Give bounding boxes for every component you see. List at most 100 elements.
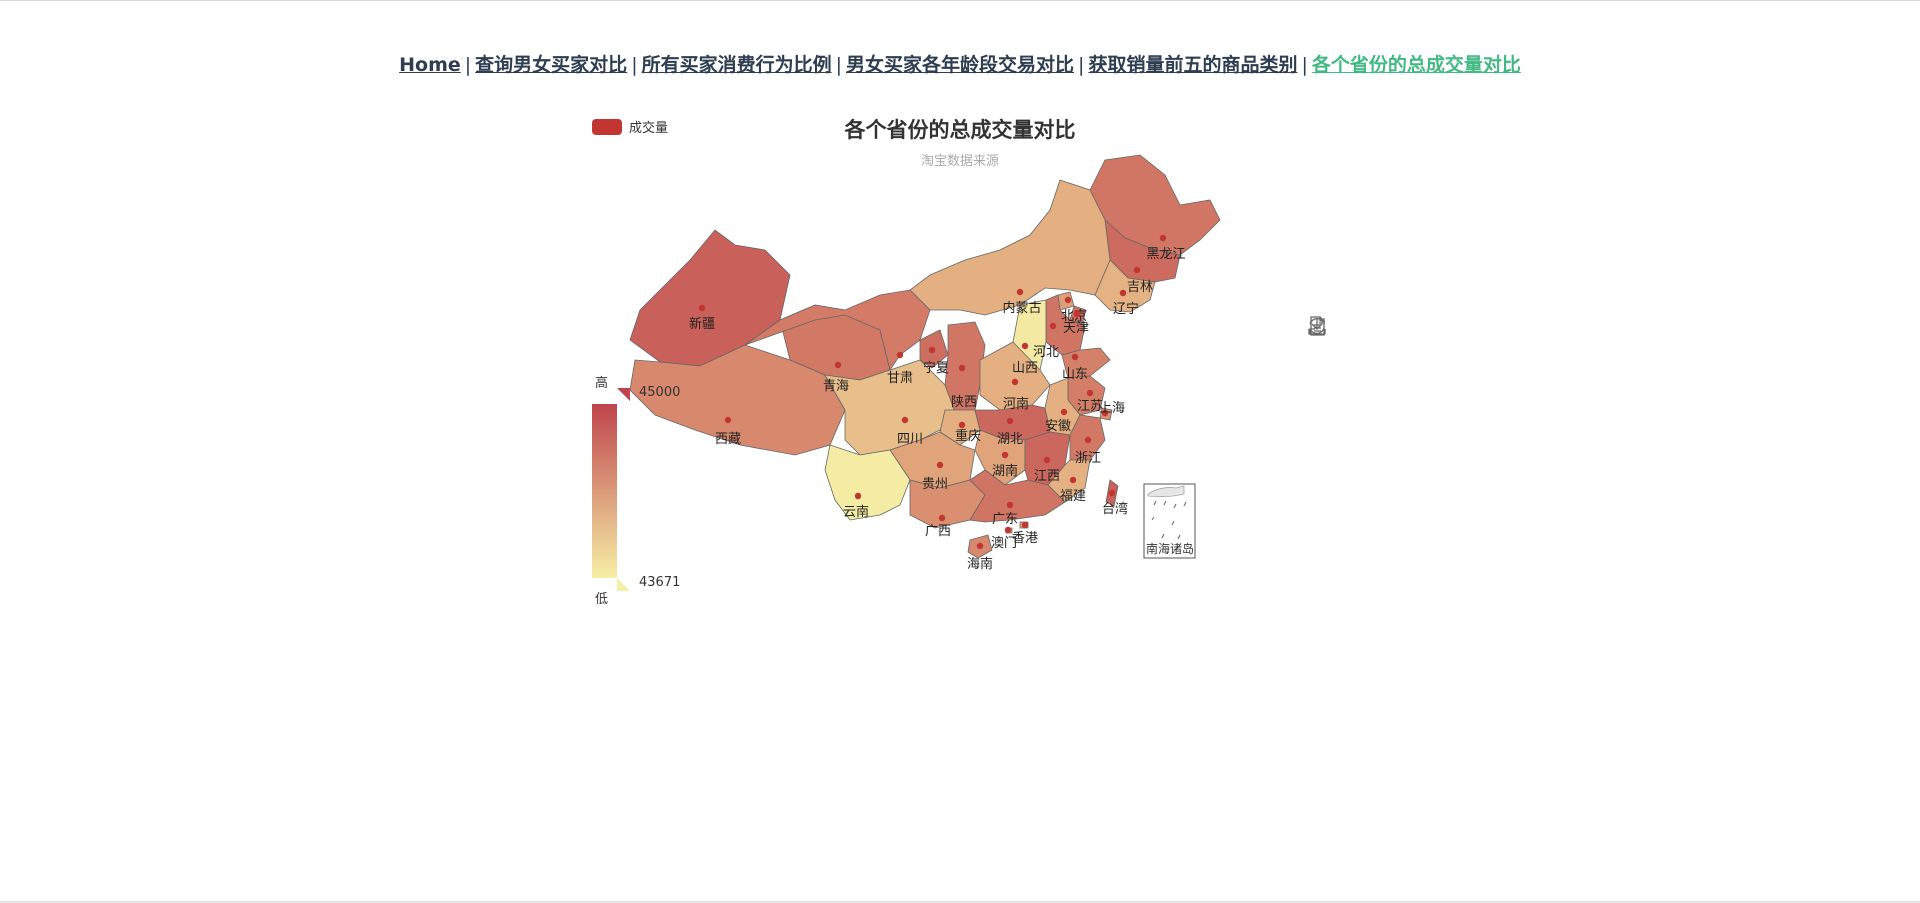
region-label: 江西 xyxy=(1034,469,1060,484)
map-region[interactable] xyxy=(1045,294,1086,356)
nav-separator: | xyxy=(1301,54,1308,76)
region-label: 内蒙古 xyxy=(1002,300,1041,316)
region-label: 澳门 xyxy=(991,535,1017,551)
save-as-image-icon[interactable] xyxy=(1306,315,1328,337)
region-label: 福建 xyxy=(1060,489,1086,504)
nav-link-province-volume[interactable]: 各个省份的总成交量对比 xyxy=(1311,54,1521,76)
map-marker[interactable] xyxy=(1060,408,1068,416)
nav-link-gender-compare[interactable]: 查询男女买家对比 xyxy=(475,54,628,76)
chart-legend[interactable]: 成交量 xyxy=(592,117,668,136)
map-marker[interactable] xyxy=(896,351,904,359)
map-marker[interactable] xyxy=(1133,266,1141,274)
region-label: 天津 xyxy=(1063,321,1089,336)
map-region[interactable] xyxy=(909,179,1111,316)
region-label: 辽宁 xyxy=(1113,301,1139,317)
map-marker[interactable] xyxy=(1108,489,1116,497)
map-region[interactable] xyxy=(629,229,791,367)
region-label: 吉林 xyxy=(1127,280,1153,295)
region-label: 安徽 xyxy=(1045,419,1071,434)
region-label: 上海 xyxy=(1099,401,1125,416)
region-label: 河南 xyxy=(1003,396,1029,412)
map-marker[interactable] xyxy=(936,461,944,469)
map-marker[interactable] xyxy=(1084,436,1092,444)
map-region[interactable] xyxy=(939,409,981,446)
nav-link-home[interactable]: Home xyxy=(399,54,461,76)
map-marker[interactable] xyxy=(901,416,909,424)
top-rule xyxy=(0,0,1920,1)
map-marker[interactable] xyxy=(1064,296,1072,304)
visual-map xyxy=(592,388,630,591)
south-sea-inset: 南海诸岛 xyxy=(1143,483,1196,559)
visual-map-min-value: 43671 xyxy=(639,575,681,590)
nav-link-behavior-ratio[interactable]: 所有买家消费行为比例 xyxy=(641,54,832,76)
map-marker[interactable] xyxy=(1101,409,1109,417)
map-region[interactable] xyxy=(744,289,931,371)
region-label: 北京 xyxy=(1061,309,1087,324)
map-marker[interactable] xyxy=(1016,288,1024,296)
nav-link-top5-categories[interactable]: 获取销量前五的商品类别 xyxy=(1088,54,1298,76)
nav-separator: | xyxy=(835,54,843,76)
map-marker[interactable] xyxy=(698,304,706,312)
region-label: 湖北 xyxy=(997,432,1023,447)
map-marker[interactable] xyxy=(958,364,966,372)
region-label: 台湾 xyxy=(1102,501,1128,517)
map-marker[interactable] xyxy=(1159,234,1167,242)
map-region[interactable] xyxy=(1094,259,1156,313)
map-marker[interactable] xyxy=(1071,353,1079,361)
regions-layer xyxy=(629,154,1221,559)
visual-map-low-handle[interactable] xyxy=(617,578,630,591)
region-label: 重庆 xyxy=(955,428,981,444)
map-marker[interactable] xyxy=(1073,310,1081,318)
region-label: 四川 xyxy=(897,432,923,447)
map-region[interactable] xyxy=(974,429,1026,486)
map-marker[interactable] xyxy=(1043,456,1051,464)
map-region[interactable] xyxy=(824,359,956,456)
map-marker[interactable] xyxy=(1021,342,1029,350)
chart-title: 各个省份的总成交量对比 xyxy=(844,118,1076,142)
map-marker[interactable] xyxy=(1049,322,1057,330)
legend-swatch xyxy=(592,118,622,135)
map-region[interactable] xyxy=(979,341,1051,411)
map-marker[interactable] xyxy=(976,542,984,550)
nav-separator: | xyxy=(464,54,472,76)
map-marker[interactable] xyxy=(1069,476,1077,484)
map-region[interactable] xyxy=(629,344,846,456)
map-marker[interactable] xyxy=(724,416,732,424)
nav-separator: | xyxy=(1078,54,1085,76)
region-label: 山西 xyxy=(1012,361,1038,376)
region-label: 江苏 xyxy=(1077,398,1103,414)
region-label: 新疆 xyxy=(689,316,715,332)
map-marker[interactable] xyxy=(938,514,946,522)
map-marker[interactable] xyxy=(1001,451,1009,459)
map-marker[interactable] xyxy=(958,421,966,429)
map-region[interactable] xyxy=(969,469,1066,523)
map-region[interactable] xyxy=(824,444,911,521)
map-marker[interactable] xyxy=(1006,417,1014,425)
visual-map-high-handle[interactable] xyxy=(617,388,630,401)
inset-label: 南海诸岛 xyxy=(1146,541,1194,556)
region-label: 贵州 xyxy=(922,477,948,492)
nav-link-age-compare[interactable]: 男女买家各年龄段交易对比 xyxy=(846,54,1075,76)
map-marker[interactable] xyxy=(834,361,842,369)
region-label: 西藏 xyxy=(715,432,741,447)
region-label: 黑龙江 xyxy=(1146,247,1185,262)
map-marker[interactable] xyxy=(928,346,936,354)
bottom-rule xyxy=(0,901,1920,903)
visual-map-bar[interactable] xyxy=(592,404,617,578)
region-label: 山东 xyxy=(1062,367,1088,382)
region-label: 宁夏 xyxy=(923,360,949,376)
map-marker[interactable] xyxy=(1086,389,1094,397)
top-nav: Home | 查询男女买家对比 | 所有买家消费行为比例 | 男女买家各年龄段交易对比 | 获取… xyxy=(0,50,1920,77)
region-label: 香港 xyxy=(1012,531,1038,546)
map-marker[interactable] xyxy=(1011,378,1019,386)
region-label: 陕西 xyxy=(951,395,977,410)
region-label: 浙江 xyxy=(1075,451,1101,466)
map-marker[interactable] xyxy=(1119,289,1127,297)
map-marker[interactable] xyxy=(1006,501,1014,509)
map-marker[interactable] xyxy=(1021,521,1029,529)
region-label: 广西 xyxy=(925,524,951,539)
map-marker[interactable] xyxy=(854,492,862,500)
map-marker[interactable] xyxy=(1004,526,1012,534)
